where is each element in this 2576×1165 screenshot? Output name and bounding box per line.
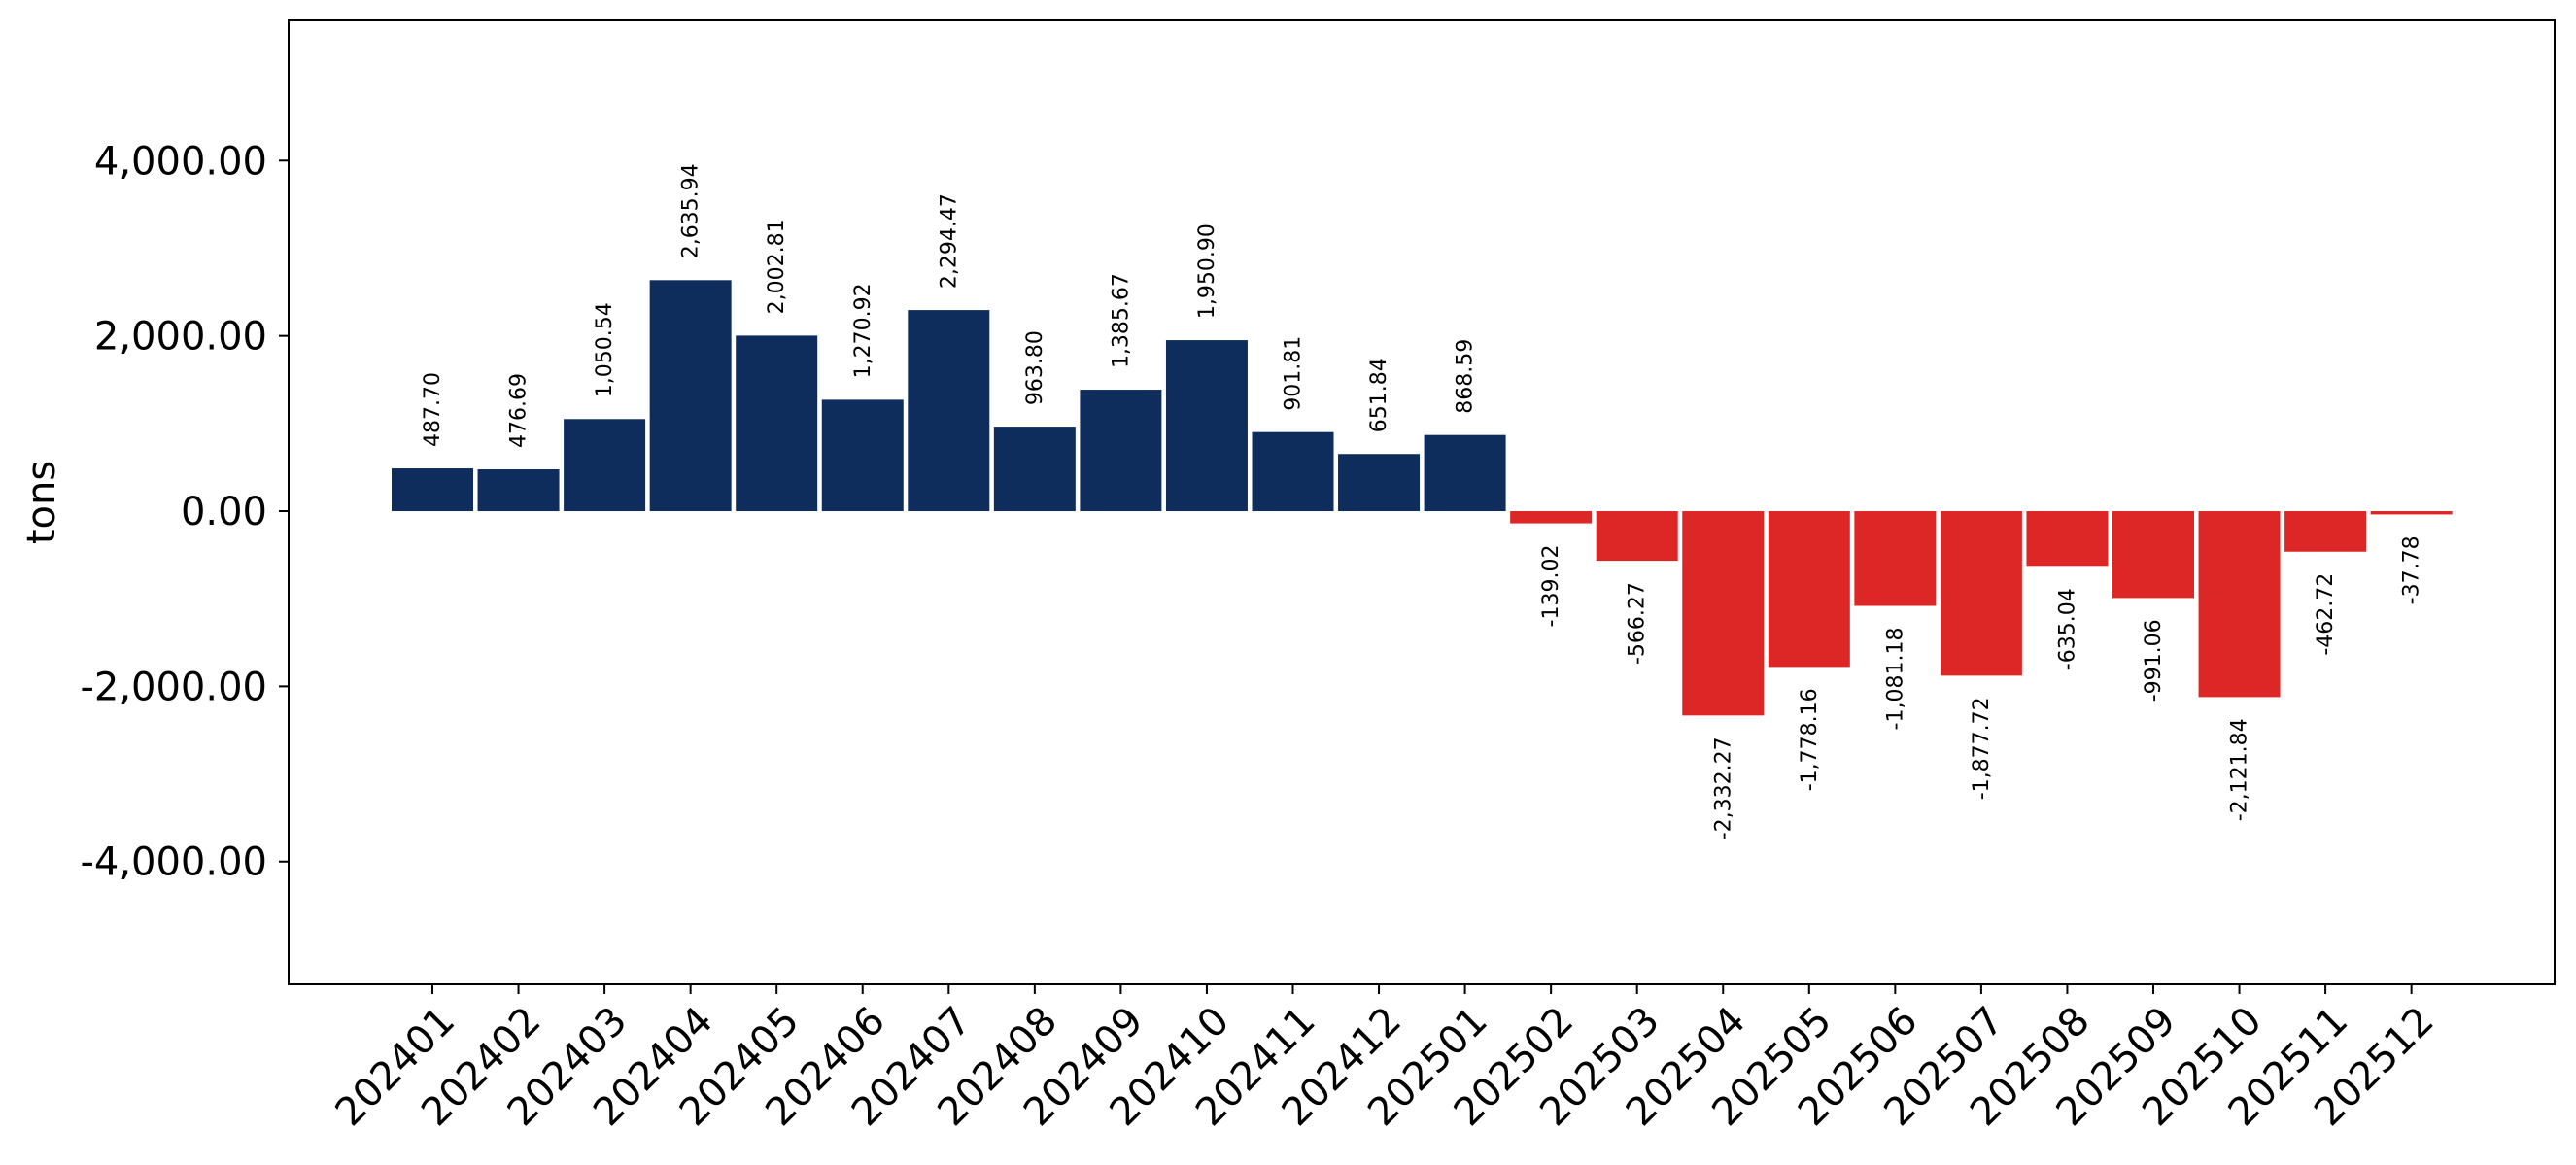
bar-202511 bbox=[2284, 511, 2367, 552]
bar-202412 bbox=[1338, 454, 1421, 512]
bar-202407 bbox=[908, 310, 990, 512]
bar-value-label-202506: -1,081.18 bbox=[1883, 628, 1907, 731]
bar-value-label-202501: 868.59 bbox=[1454, 339, 1478, 414]
bar-value-label-202408: 963.80 bbox=[1023, 330, 1048, 405]
bar-value-label-202505: -1,778.16 bbox=[1798, 688, 1822, 791]
bar-value-label-202406: 1,270.92 bbox=[851, 283, 876, 378]
bar-202406 bbox=[821, 399, 904, 512]
bar-value-label-202409: 1,385.67 bbox=[1109, 273, 1133, 368]
bar-value-label-202502: -139.02 bbox=[1539, 545, 1563, 628]
plot-frame bbox=[288, 19, 2556, 985]
bar-value-label-202404: 2,635.94 bbox=[679, 163, 704, 258]
bar-value-label-202511: -462.72 bbox=[2314, 573, 2338, 656]
bar-202507 bbox=[1940, 511, 2022, 676]
bar-202508 bbox=[2026, 511, 2109, 567]
bar-202403 bbox=[564, 419, 646, 512]
bar-series bbox=[392, 280, 2453, 716]
bar-202401 bbox=[392, 468, 473, 512]
y-axis: -4,000.00 -2,000.00 0.00 2,000.00 4,000.00 bbox=[80, 139, 289, 885]
bar-value-label-202503: -566.27 bbox=[1626, 582, 1650, 665]
bar-value-label-202509: -991.06 bbox=[2142, 619, 2166, 702]
y-tick-label--4000: -4,000.00 bbox=[80, 840, 267, 885]
bar-202410 bbox=[1165, 340, 1248, 512]
bar-202409 bbox=[1080, 390, 1162, 512]
bar-value-label-202510: -2,121.84 bbox=[2228, 718, 2252, 821]
bar-value-label-202507: -1,877.72 bbox=[1970, 697, 1994, 800]
bar-value-label-202403: 1,050.54 bbox=[593, 302, 617, 397]
bar-202402 bbox=[477, 469, 560, 512]
y-tick-label-0: 0.00 bbox=[181, 490, 267, 534]
bar-202503 bbox=[1596, 511, 1678, 562]
bar-202502 bbox=[1510, 511, 1593, 524]
bar-value-label-202407: 2,294.47 bbox=[937, 193, 961, 289]
bar-202411 bbox=[1252, 431, 1334, 512]
bar-202405 bbox=[736, 335, 818, 512]
y-axis-title: tons bbox=[19, 461, 64, 544]
bar-value-label-202508: -635.04 bbox=[2055, 588, 2079, 670]
bar-202510 bbox=[2198, 511, 2281, 698]
bar-202501 bbox=[1424, 434, 1506, 512]
bar-202504 bbox=[1682, 511, 1765, 716]
bar-value-label-202405: 2,002.81 bbox=[765, 219, 789, 314]
bar-value-label-202402: 476.69 bbox=[507, 373, 532, 448]
y-tick-label-4000: 4,000.00 bbox=[94, 139, 267, 184]
bar-202512 bbox=[2370, 511, 2453, 515]
bar-value-label-202411: 901.81 bbox=[1282, 336, 1306, 411]
bar-value-label-202401: 487.70 bbox=[421, 372, 445, 447]
bar-202505 bbox=[1768, 511, 1850, 668]
y-tick-label-2000: 2,000.00 bbox=[94, 315, 267, 360]
bar-202404 bbox=[649, 280, 732, 512]
bar-value-labels: 487.70 476.69 1,050.54 2,635.94 2,002.81 1,27… bbox=[421, 163, 2424, 839]
bar-value-label-202504: -2,332.27 bbox=[1711, 737, 1735, 839]
y-tick-label--2000: -2,000.00 bbox=[80, 665, 267, 709]
bar-202506 bbox=[1854, 511, 1937, 606]
bar-value-label-202512: -37.78 bbox=[2400, 535, 2424, 604]
bar-value-label-202412: 651.84 bbox=[1367, 358, 1391, 432]
bar-value-label-202410: 1,950.90 bbox=[1195, 223, 1219, 319]
bar-202509 bbox=[2112, 511, 2194, 599]
bar-202408 bbox=[993, 427, 1076, 512]
